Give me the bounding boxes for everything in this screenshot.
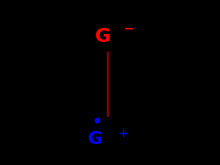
Text: −: −: [123, 22, 134, 35]
Text: G: G: [87, 131, 102, 148]
Text: G: G: [95, 27, 112, 46]
Text: +: +: [119, 129, 128, 139]
